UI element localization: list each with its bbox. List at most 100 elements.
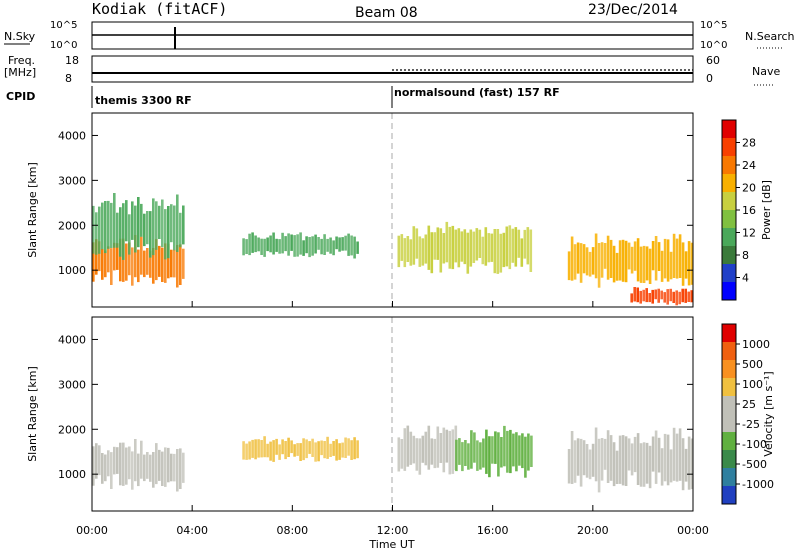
- colorbar-swatch: [722, 324, 736, 342]
- freq-tick-top: 18: [65, 54, 79, 67]
- data-cell: [155, 239, 158, 281]
- data-cell: [500, 437, 503, 468]
- colorbar-swatch: [722, 228, 736, 246]
- data-cell: [137, 453, 140, 487]
- data-cell: [439, 433, 443, 463]
- data-cell: [314, 442, 317, 462]
- data-cell: [630, 443, 634, 476]
- x-tick-label: 00:00: [677, 524, 709, 537]
- data-cell: [660, 448, 664, 486]
- power-colorbar: 28 24 20 16 12 8 4: [721, 119, 756, 301]
- data-cell: [496, 229, 500, 274]
- data-cell: [248, 441, 251, 460]
- data-cell: [633, 241, 637, 271]
- y-tick-label: 4000: [58, 129, 86, 142]
- data-cell: [433, 438, 437, 469]
- y-tick-label: 3000: [58, 174, 86, 187]
- colorbar-swatch: [722, 360, 736, 378]
- x-axis: 00:00 04:00 08:00 12:00 16:00 20:00 00:00: [76, 301, 709, 537]
- data-cell: [588, 449, 592, 480]
- data-cell: [110, 452, 113, 489]
- data-cell: [152, 452, 155, 488]
- data-cell: [469, 229, 473, 267]
- data-cell: [666, 239, 670, 282]
- data-cell: [612, 442, 616, 487]
- data-cell: [116, 243, 119, 270]
- data-cell: [606, 430, 610, 483]
- data-cell: [467, 443, 470, 470]
- data-cell: [173, 453, 176, 482]
- data-cell: [98, 445, 101, 476]
- data-cell: [158, 205, 161, 239]
- data-cell: [412, 226, 416, 265]
- data-cell: [95, 443, 98, 479]
- data-cell: [412, 435, 416, 464]
- data-cell: [517, 229, 521, 258]
- data-cell: [585, 444, 589, 478]
- data-cell: [499, 233, 503, 273]
- data-cell: [424, 234, 428, 264]
- data-cell: [134, 439, 137, 482]
- data-cell: [576, 242, 580, 274]
- data-cell: [645, 288, 648, 303]
- data-cell: [272, 232, 275, 255]
- data-cell: [687, 291, 690, 302]
- data-cell: [478, 229, 482, 258]
- data-cell: [95, 212, 98, 255]
- data-cell: [597, 243, 601, 288]
- data-cell: [329, 443, 332, 457]
- colorbar-swatch: [722, 192, 736, 210]
- data-cell: [609, 435, 613, 481]
- data-cell: [594, 427, 598, 482]
- data-cell: [182, 205, 185, 245]
- data-cell: [170, 453, 173, 482]
- data-cell: [506, 430, 509, 473]
- colorbar-swatch: [722, 486, 736, 504]
- data-cell: [128, 242, 131, 276]
- data-cell: [439, 228, 443, 273]
- data-cell: [356, 440, 359, 459]
- data-cell: [570, 431, 574, 484]
- velocity-colorbar-label: Velocity [m s⁻¹]: [762, 371, 775, 456]
- colorbar-frame: [721, 323, 737, 505]
- data-cell: [290, 440, 293, 454]
- data-cell: [442, 427, 446, 473]
- data-cell: [260, 440, 263, 458]
- data-cell: [466, 232, 470, 274]
- colorbar-swatch: [722, 264, 736, 282]
- data-cell: [397, 235, 401, 268]
- data-cell: [488, 436, 491, 478]
- data-cell: [341, 442, 344, 458]
- data-cell: [579, 438, 583, 487]
- data-cell: [302, 240, 305, 256]
- data-cell: [454, 229, 458, 263]
- data-cell: [669, 449, 673, 483]
- data-cell: [654, 289, 657, 300]
- data-cell: [131, 247, 134, 286]
- nsearch-tick-top: 10^5: [700, 20, 727, 31]
- data-cell: [293, 235, 296, 257]
- data-cell: [92, 446, 95, 486]
- data-cell: [242, 441, 245, 460]
- data-cell: [666, 289, 669, 305]
- data-cell: [335, 236, 338, 250]
- data-cell: [651, 436, 655, 472]
- data-cell: [179, 448, 182, 489]
- data-cell: [263, 436, 266, 458]
- data-cell: [317, 441, 320, 462]
- power-yticks: 4000 3000 2000 1000: [58, 129, 693, 277]
- colorbar-swatch: [722, 450, 736, 468]
- data-cell: [484, 227, 488, 266]
- data-cell: [137, 197, 140, 248]
- velocity-colorbar-tick-label: 1000: [742, 338, 770, 351]
- data-cell: [119, 207, 122, 257]
- data-cell: [430, 232, 434, 274]
- data-cell: [430, 438, 434, 465]
- data-cell: [576, 438, 580, 476]
- freq-tick-bottom: 8: [65, 72, 72, 85]
- data-cell: [113, 193, 116, 248]
- data-cell: [618, 435, 622, 484]
- data-cell: [245, 239, 248, 254]
- data-cell: [140, 236, 143, 275]
